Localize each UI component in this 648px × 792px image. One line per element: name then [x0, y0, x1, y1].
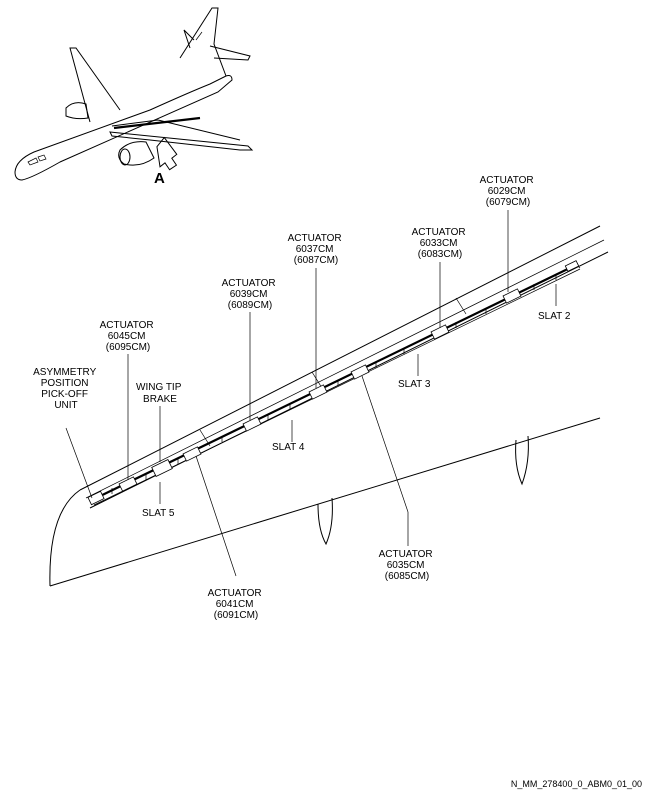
actuator-6035-label: ACTUATOR 6035CM (6085CM) [379, 549, 436, 582]
actuator-6033-component [430, 324, 450, 340]
actuator-6039-component [242, 416, 262, 432]
shaft-joints [111, 274, 557, 494]
actuator-6037-label: ACTUATOR 6037CM (6087CM) [288, 233, 345, 266]
actuator-6029-label: ACTUATOR 6029CM (6079CM) [480, 175, 537, 208]
actuator-6037-component [308, 384, 328, 400]
shaft-end-component [564, 260, 580, 272]
slat-2-label: SLAT 2 [538, 311, 571, 322]
shaft-components [87, 260, 580, 506]
wingtip-brake-component [151, 459, 173, 477]
view-label: A [154, 170, 165, 187]
labels: ASYMMETRY POSITION PICK-OFF UNIT WING TI… [33, 175, 642, 789]
aircraft-sketch: A [14, 7, 254, 187]
actuator-6033-label: ACTUATOR 6033CM (6083CM) [412, 227, 469, 260]
slat-4-label: SLAT 4 [272, 442, 305, 453]
figure-reference: N_MM_278400_0_ABM0_01_00 [511, 779, 642, 789]
actuator-6045-component [118, 476, 138, 492]
slat-5-label: SLAT 5 [142, 508, 175, 519]
slat-3-label: SLAT 3 [398, 379, 431, 390]
actuator-6045-label: ACTUATOR 6045CM (6095CM) [100, 320, 157, 353]
pick-off-unit-component [87, 490, 105, 506]
drive-shaft [91, 263, 581, 506]
actuator-6029-component [502, 288, 522, 304]
actuator-6041-label: ACTUATOR 6041CM (6091CM) [208, 588, 265, 621]
actuator-6035-component [350, 364, 370, 380]
actuator-6041-component [182, 446, 202, 462]
wingtip-brake-label: WING TIP BRAKE [136, 382, 184, 405]
actuator-6039-label: ACTUATOR 6039CM (6089CM) [222, 278, 279, 311]
wing-outline [49, 225, 609, 587]
leader-lines [65, 210, 557, 577]
asymmetry-label: ASYMMETRY POSITION PICK-OFF UNIT [33, 367, 99, 411]
